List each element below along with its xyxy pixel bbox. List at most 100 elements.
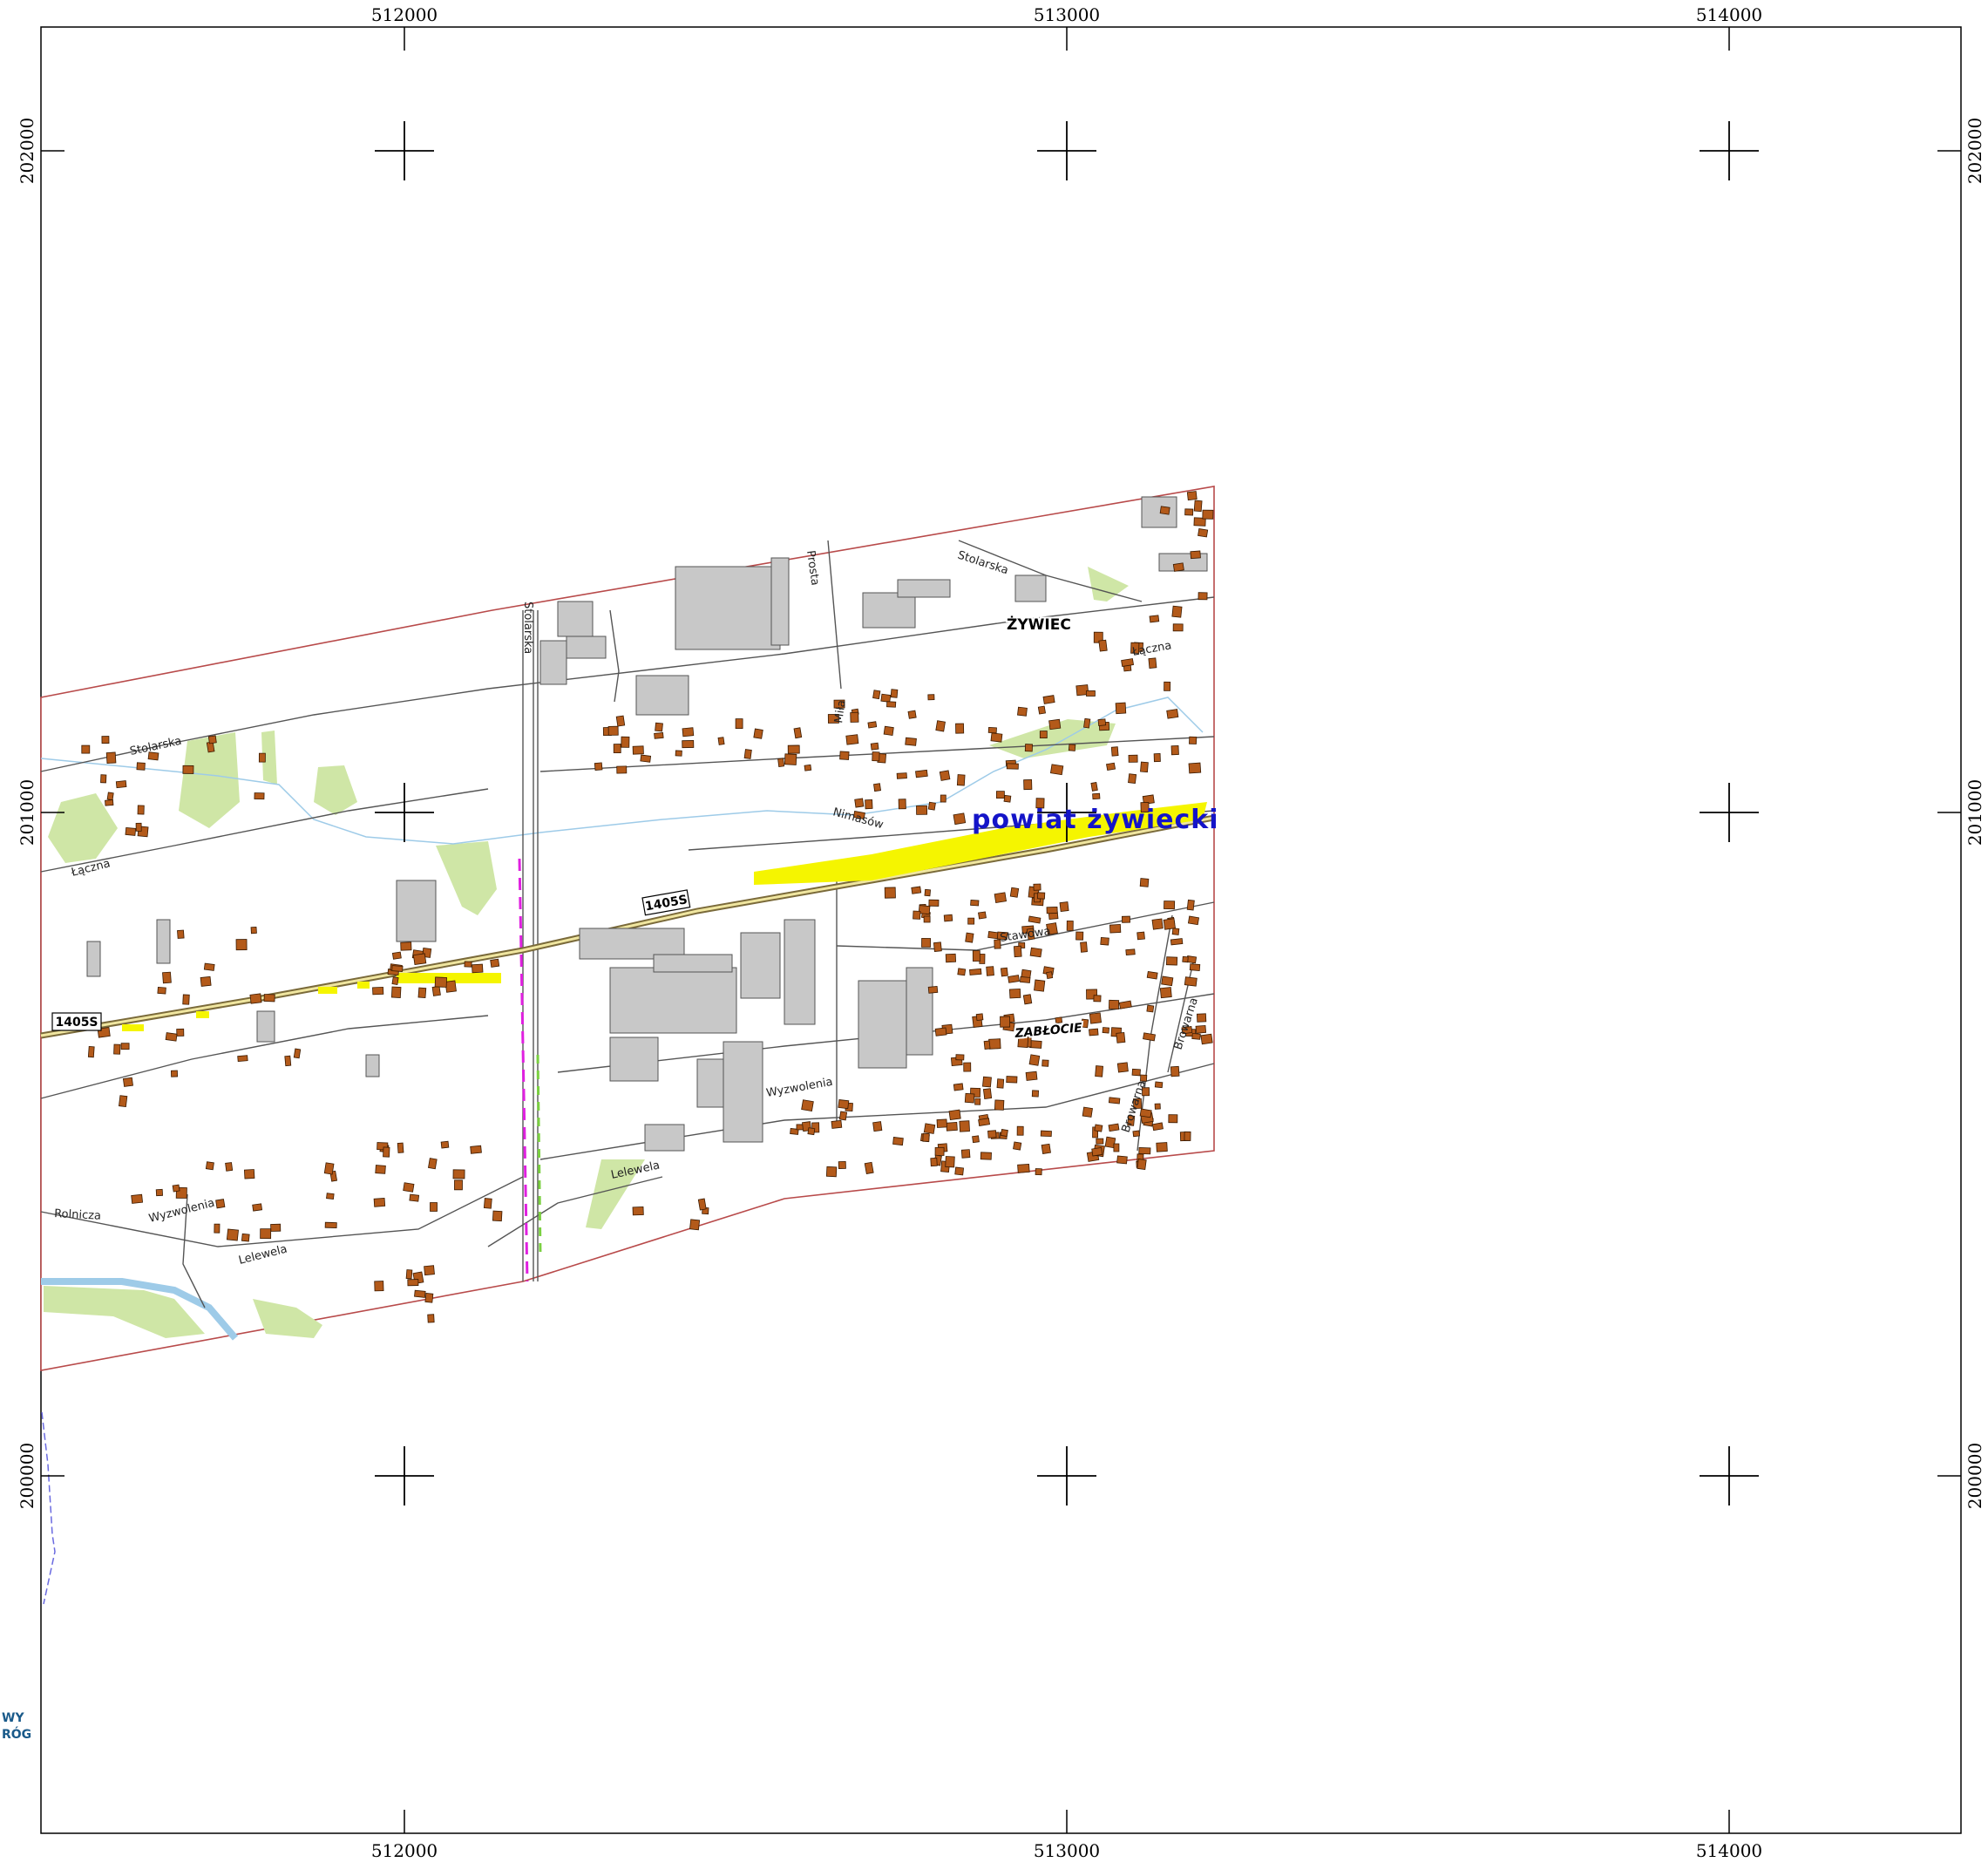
building xyxy=(1093,995,1102,1003)
building xyxy=(1172,562,1184,572)
building xyxy=(621,736,630,748)
building xyxy=(1196,1013,1207,1023)
building xyxy=(1139,878,1150,887)
building xyxy=(1100,936,1109,946)
building xyxy=(1108,1097,1121,1105)
building xyxy=(974,1098,981,1105)
building xyxy=(939,770,951,781)
building xyxy=(1089,1028,1099,1037)
building xyxy=(137,805,145,815)
building xyxy=(1080,941,1088,953)
building xyxy=(735,718,743,729)
street-label: Stolarska xyxy=(521,602,534,654)
building xyxy=(1066,920,1074,931)
building xyxy=(1017,1163,1030,1173)
building xyxy=(953,812,967,826)
building xyxy=(946,1121,958,1132)
building xyxy=(1132,1130,1141,1138)
grid-crosses xyxy=(375,121,1759,1506)
building xyxy=(972,950,980,962)
building xyxy=(1168,1114,1178,1124)
building xyxy=(1013,945,1022,958)
building xyxy=(965,932,974,943)
building xyxy=(655,722,663,732)
building xyxy=(982,1088,993,1099)
grid-x-label-top: 513000 xyxy=(1034,4,1100,25)
building xyxy=(915,769,928,778)
building xyxy=(916,805,928,815)
building xyxy=(988,1038,1001,1050)
building xyxy=(1035,1168,1042,1176)
building xyxy=(884,887,896,899)
building xyxy=(1164,901,1176,910)
building xyxy=(1028,1054,1041,1066)
building xyxy=(1189,736,1198,744)
building xyxy=(1166,709,1179,719)
building xyxy=(1109,924,1122,934)
building xyxy=(101,736,110,744)
building xyxy=(640,754,652,763)
building xyxy=(409,1193,420,1202)
building xyxy=(490,958,500,968)
building xyxy=(1127,1115,1136,1126)
building xyxy=(226,1228,239,1241)
building xyxy=(372,986,384,996)
building xyxy=(122,1077,133,1087)
building xyxy=(1016,1125,1024,1136)
building xyxy=(1142,1087,1150,1097)
building xyxy=(689,1219,701,1231)
building xyxy=(967,917,975,925)
grid-x-label-bottom: 513000 xyxy=(1034,1840,1100,1861)
building xyxy=(923,915,931,923)
building xyxy=(1082,1106,1093,1118)
building xyxy=(930,1157,938,1167)
building xyxy=(924,888,932,897)
building xyxy=(1035,798,1045,809)
building xyxy=(996,1078,1005,1089)
building xyxy=(682,740,695,749)
building xyxy=(1041,1143,1051,1154)
building xyxy=(1006,763,1019,770)
building xyxy=(954,1166,964,1176)
building xyxy=(784,753,797,765)
region-label: powiat żywiecki xyxy=(972,805,1219,835)
building xyxy=(934,1027,947,1037)
building xyxy=(1130,642,1140,654)
building xyxy=(1083,717,1091,729)
building xyxy=(147,751,159,761)
building xyxy=(970,899,980,907)
building xyxy=(1108,1123,1120,1132)
building xyxy=(867,721,878,729)
road-shield[interactable]: 1405S xyxy=(51,1012,102,1031)
building xyxy=(839,751,850,760)
building xyxy=(1170,1065,1180,1077)
building xyxy=(135,822,142,832)
building xyxy=(176,1028,185,1037)
building xyxy=(1081,1018,1089,1029)
building xyxy=(1042,695,1055,704)
building xyxy=(933,941,942,952)
building xyxy=(293,1048,302,1059)
building xyxy=(182,765,194,774)
building xyxy=(1096,1138,1104,1145)
building xyxy=(934,1146,945,1156)
building xyxy=(872,690,881,700)
building xyxy=(200,975,212,987)
building xyxy=(852,811,865,819)
main-road xyxy=(40,814,1215,1039)
building xyxy=(215,1199,226,1209)
grid-y-label-right: 201000 xyxy=(1964,779,1985,846)
building xyxy=(1022,994,1033,1005)
building xyxy=(956,774,966,786)
building xyxy=(113,1043,121,1055)
legend-fragment: RÓG xyxy=(2,1726,31,1742)
building xyxy=(1186,491,1198,501)
building xyxy=(927,801,936,811)
building xyxy=(743,749,752,759)
building xyxy=(913,910,921,920)
building xyxy=(1136,1159,1147,1171)
road-shield[interactable]: 1405S xyxy=(641,889,691,916)
building xyxy=(1109,999,1120,1010)
building xyxy=(1048,718,1062,731)
